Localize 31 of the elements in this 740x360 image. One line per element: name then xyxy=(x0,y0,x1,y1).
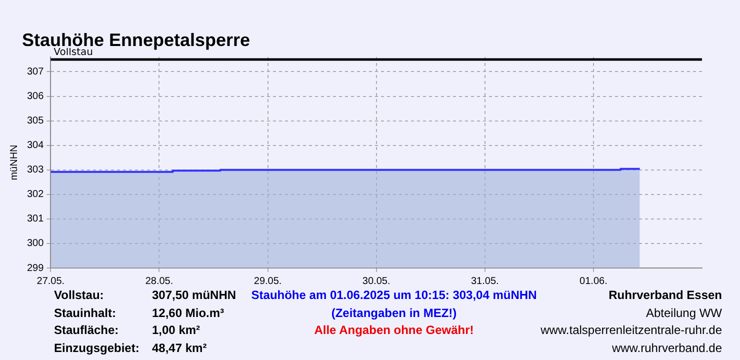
text: Staufläche: xyxy=(54,323,119,337)
text: Alle Angaben ohne Gewähr! xyxy=(314,323,474,337)
x-tick-label: 28.05. xyxy=(145,276,174,287)
y-tick-label: 306 xyxy=(26,91,44,102)
y-tick-label: 304 xyxy=(26,140,44,152)
text: 48,47 km² xyxy=(152,340,207,354)
y-tick-label: 299 xyxy=(26,262,44,274)
text: www.talsperrenleitzentrale-ruhr.de xyxy=(540,323,722,337)
y-tick-label: 301 xyxy=(26,214,44,225)
text: www.ruhrverband.de xyxy=(612,340,722,354)
y-tick-label: 300 xyxy=(26,238,44,250)
text: Stauinhalt: xyxy=(54,306,116,320)
text: Ruhrverband Essen xyxy=(608,288,722,302)
text: (Zeitangaben in MEZ!) xyxy=(331,306,457,320)
x-tick-label: 29.05. xyxy=(254,276,282,287)
text: 307,50 müNHN xyxy=(152,288,236,302)
y-axis-title: müNHN xyxy=(8,144,20,180)
y-tick-label: 307 xyxy=(26,66,44,78)
x-tick-label: 30.05. xyxy=(362,276,390,287)
x-tick-label: 01.06. xyxy=(580,276,608,287)
text: Stauhöhe am 01.06.2025 um 10:15: 303,04 müNHN xyxy=(251,288,537,302)
x-tick-label: 27.05. xyxy=(36,276,65,287)
text: 1,00 km² xyxy=(152,323,200,337)
y-tick-label: 302 xyxy=(26,189,44,200)
text: Vollstau: xyxy=(54,288,104,302)
text: Abteilung WW xyxy=(646,306,722,320)
text: Einzugsgebiet: xyxy=(54,340,140,354)
y-tick-label: 305 xyxy=(26,116,44,127)
text: 12,60 Mio.m³ xyxy=(152,306,224,320)
x-tick-label: 31.05. xyxy=(470,276,499,287)
y-tick-label: 303 xyxy=(26,164,44,176)
